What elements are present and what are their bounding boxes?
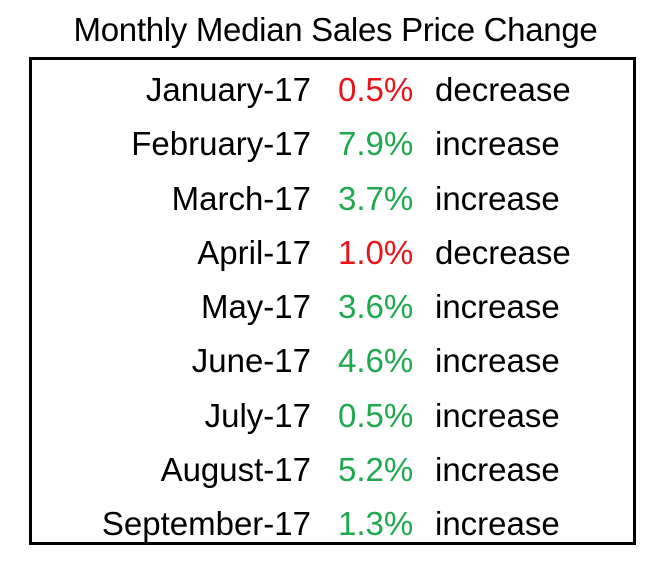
month-label: January-17	[145, 71, 311, 108]
percent-change: 0.5%	[338, 396, 414, 434]
table-row: February-17 7.9% increase	[32, 117, 633, 171]
percent-change: 3.6%	[338, 288, 414, 326]
change-direction: increase	[435, 179, 560, 217]
price-change-table: January-17 0.5% decrease February-17 7.9…	[29, 57, 636, 545]
table-row: May-17 3.6% increase	[32, 280, 633, 334]
page-title: Monthly Median Sales Price Change	[73, 11, 598, 48]
table-row: July-17 0.5% increase	[32, 389, 633, 443]
table-row: April-17 1.0% decrease	[32, 226, 633, 280]
percent-change: 0.5%	[338, 71, 414, 108]
change-direction: increase	[435, 505, 560, 543]
change-direction: increase	[435, 396, 560, 434]
month-label: June-17	[191, 342, 311, 380]
percent-change: 1.0%	[338, 233, 414, 271]
table-row: September-17 1.3% increase	[32, 497, 633, 551]
month-label: April-17	[197, 233, 311, 271]
percent-change: 1.3%	[338, 505, 414, 543]
month-label: March-17	[171, 179, 311, 217]
month-label: February-17	[131, 125, 311, 163]
percent-change: 7.9%	[338, 125, 414, 163]
table-row: June-17 4.6% increase	[32, 334, 633, 388]
change-direction: decrease	[435, 71, 571, 108]
percent-change: 4.6%	[338, 342, 414, 380]
month-label: September-17	[101, 505, 311, 543]
month-label: August-17	[160, 451, 311, 489]
change-direction: increase	[435, 451, 560, 489]
table-row: August-17 5.2% increase	[32, 443, 633, 497]
price-change-rows: January-17 0.5% decrease February-17 7.9…	[32, 63, 633, 552]
percent-change: 3.7%	[338, 179, 414, 217]
change-direction: decrease	[435, 233, 571, 271]
table-row: March-17 3.7% increase	[32, 172, 633, 226]
change-direction: increase	[435, 342, 560, 380]
percent-change: 5.2%	[338, 451, 414, 489]
month-label: July-17	[204, 396, 311, 434]
table-row: January-17 0.5% decrease	[32, 63, 633, 117]
change-direction: increase	[435, 288, 560, 326]
month-label: May-17	[200, 288, 311, 326]
change-direction: increase	[435, 125, 560, 163]
